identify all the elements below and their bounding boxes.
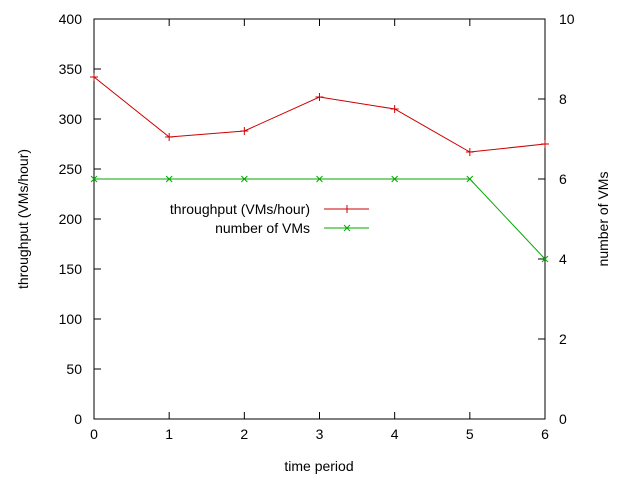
- legend-marker-vms: [343, 224, 351, 232]
- x-axis-label: time period: [284, 458, 353, 474]
- series-line-1: [94, 178, 546, 260]
- data-point-0: [240, 127, 249, 135]
- data-point-0: [165, 133, 174, 141]
- y-tick-label: 400: [59, 11, 83, 27]
- legend-label-throughput: throughput (VMs/hour): [170, 201, 310, 217]
- legend-label-vms: number of VMs: [215, 220, 310, 236]
- data-point-1: [90, 175, 98, 183]
- data-point-0: [90, 73, 98, 81]
- data-point-1: [165, 175, 173, 183]
- data-point-1: [391, 175, 399, 183]
- legend-marker-throughput: [343, 205, 351, 213]
- data-point-1: [466, 175, 474, 183]
- y-tick-label: 0: [74, 411, 82, 427]
- data-point-1: [541, 255, 549, 263]
- data-point-1: [240, 175, 248, 183]
- y-tick-label: 100: [59, 311, 83, 327]
- series-layer: [90, 73, 549, 263]
- x-tick-label: 3: [316, 426, 324, 442]
- y2-tick-label: 10: [559, 11, 575, 27]
- y2-tick-label: 8: [559, 91, 567, 107]
- x-tick-label: 4: [391, 426, 399, 442]
- legend: throughput (VMs/hour) number of VMs: [170, 201, 369, 236]
- y-tick-label: 150: [59, 261, 83, 277]
- x-tick-label: 1: [165, 426, 173, 442]
- y2-tick-label: 6: [559, 171, 567, 187]
- y-tick-label: 200: [59, 211, 83, 227]
- plot-frame: [93, 18, 546, 420]
- data-point-0: [541, 140, 549, 148]
- y2-tick-label: 2: [559, 331, 567, 347]
- y-tick-label: 350: [59, 61, 83, 77]
- series-line-0: [93, 76, 546, 153]
- x-tick-label: 2: [240, 426, 248, 442]
- y2-axis-label: number of VMs: [595, 172, 611, 267]
- y-axis-label: throughput (VMs/hour): [15, 149, 31, 289]
- y2-tick-label: 4: [559, 251, 567, 267]
- x-tick-label: 5: [466, 426, 474, 442]
- data-point-0: [315, 93, 324, 101]
- data-point-1: [316, 175, 323, 183]
- data-point-0: [390, 105, 399, 113]
- x-tick-label: 6: [541, 426, 549, 442]
- x-tick-label: 0: [90, 426, 98, 442]
- y-tick-label: 300: [59, 111, 83, 127]
- y2-tick-label: 0: [559, 411, 567, 427]
- y-tick-label: 250: [59, 161, 83, 177]
- y-tick-label: 50: [66, 361, 82, 377]
- data-point-0: [465, 148, 474, 156]
